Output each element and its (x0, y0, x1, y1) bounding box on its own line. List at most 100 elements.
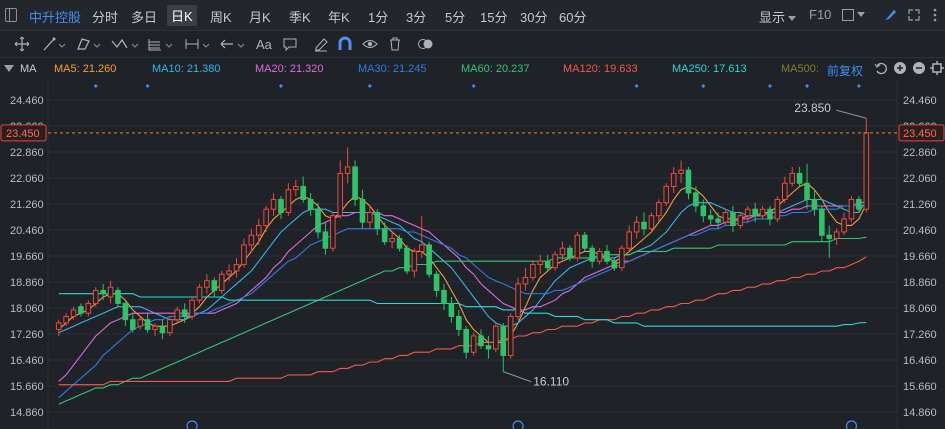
line-tool[interactable] (42, 35, 66, 53)
ma60-line (58, 236, 867, 405)
adjust-type-label[interactable]: 前复权 (827, 64, 864, 78)
display-dropdown[interactable]: 显示 (759, 7, 797, 26)
collapse-icon[interactable] (4, 65, 14, 73)
brush-icon[interactable] (883, 8, 897, 22)
candle-up (137, 319, 144, 327)
stock-name[interactable]: 中升控股 (29, 10, 82, 25)
y-tick-label-left: 20.460 (10, 225, 44, 237)
tab-60min[interactable]: 60分 (559, 10, 587, 25)
event-marker (767, 84, 772, 88)
drawing-toolbar: Aa (0, 31, 945, 58)
candle-up (152, 325, 158, 330)
tab-15min[interactable]: 15分 (480, 10, 508, 25)
fib-tool[interactable] (146, 35, 174, 53)
candle-up (248, 234, 255, 246)
toggle-tool[interactable] (417, 35, 435, 53)
panel-toggle-icon[interactable] (5, 8, 17, 22)
ma-label: MA (20, 63, 37, 75)
candle-down (322, 231, 329, 249)
candle-up (596, 250, 603, 262)
kline-chart[interactable]: 24.46024.46023.66023.66022.86022.86022.0… (0, 80, 945, 429)
candle-up (189, 299, 195, 317)
candle-down (426, 244, 432, 275)
magnet-tool[interactable] (337, 35, 353, 53)
comment-tool[interactable] (282, 35, 298, 53)
candle-up (204, 280, 210, 288)
candle-down (144, 319, 151, 330)
y-tick-label-left: 24.460 (10, 95, 44, 107)
y-tick-label-left: 21.260 (10, 199, 44, 211)
f10-button[interactable]: F10 (809, 7, 832, 22)
candle-down (856, 198, 862, 210)
tab-intraday[interactable]: 分时 (92, 10, 119, 25)
candle-up (722, 211, 729, 223)
trash-tool[interactable] (387, 35, 403, 53)
ma250-line (58, 293, 867, 327)
tab-weekly-k[interactable]: 周K (210, 10, 232, 25)
candle-up (759, 208, 766, 217)
current-price-badge-left (0, 124, 47, 142)
event-marker (701, 84, 706, 88)
line-icon (43, 37, 66, 51)
tab-daily-k[interactable]: 日K (167, 5, 197, 26)
reset-icon[interactable] (874, 61, 888, 75)
bottom-event-icon (512, 420, 524, 429)
current-price-label-right: 23.450 (903, 128, 937, 140)
tab-3min[interactable]: 3分 (406, 10, 427, 25)
candle-up (737, 215, 744, 226)
candle-up (233, 263, 240, 272)
text-tool[interactable]: Aa (256, 36, 272, 52)
candle-up (263, 208, 269, 226)
candle-down (129, 319, 136, 330)
event-marker (634, 84, 639, 88)
more-icon[interactable] (929, 8, 941, 22)
candle-down (396, 237, 403, 249)
top-bar: 中升控股 分时 多日 日K 周K 月K 季K 年K 1分 3分 5分 15分 3… (0, 0, 945, 31)
expand-icon[interactable] (907, 8, 921, 22)
y-tick-label-left: 22.860 (10, 147, 44, 159)
tab-30min[interactable]: 30分 (520, 10, 548, 25)
candle-down (374, 211, 381, 230)
eraser-tool[interactable] (313, 35, 329, 53)
zoom-in-icon[interactable] (893, 61, 907, 75)
crosshair-tool[interactable] (14, 35, 30, 53)
settings-icon[interactable] (930, 61, 944, 75)
ma10-legend: MA10: 21.380 (152, 63, 221, 75)
candle-down (589, 247, 595, 262)
wave-tool[interactable] (110, 35, 140, 53)
arrow-tool[interactable] (219, 35, 247, 53)
candle-down (685, 169, 692, 194)
candle-up (270, 198, 277, 210)
y-tick-label-right: 24.460 (903, 95, 937, 107)
polygon-icon (77, 38, 101, 50)
candle-up (285, 189, 292, 213)
measure-tool[interactable] (184, 35, 212, 53)
zoom-out-icon[interactable] (912, 61, 926, 75)
tab-quarterly-k[interactable]: 季K (289, 10, 311, 25)
candle-up (70, 309, 77, 317)
ma-legend-row: MA MA5: 21.260 MA10: 21.380 MA20: 21.320… (0, 58, 945, 80)
y-tick-label-left: 19.660 (10, 251, 44, 263)
candle-up (633, 221, 640, 233)
layout-dropdown[interactable] (842, 6, 865, 21)
candle-up (344, 166, 351, 174)
y-tick-label-right: 22.060 (903, 173, 937, 185)
event-marker (145, 84, 150, 88)
high-annotation-label: 23.850 (794, 101, 831, 115)
polygon-tool[interactable] (76, 35, 102, 53)
candle-up (841, 218, 847, 233)
tab-multi-day[interactable]: 多日 (131, 10, 158, 25)
candle-up (789, 172, 796, 184)
tab-monthly-k[interactable]: 月K (249, 10, 271, 25)
event-marker (471, 84, 476, 88)
current-price-badge-right (898, 124, 945, 142)
tab-5min[interactable]: 5分 (445, 10, 466, 25)
tab-1min[interactable]: 1分 (368, 10, 389, 25)
candle-down (278, 198, 284, 213)
candle-up (781, 182, 788, 200)
tab-yearly-k[interactable]: 年K (328, 10, 350, 25)
toggle-icon (418, 39, 433, 49)
candle-down (448, 302, 455, 317)
candle-up (670, 172, 677, 187)
eye-tool[interactable] (362, 35, 378, 53)
